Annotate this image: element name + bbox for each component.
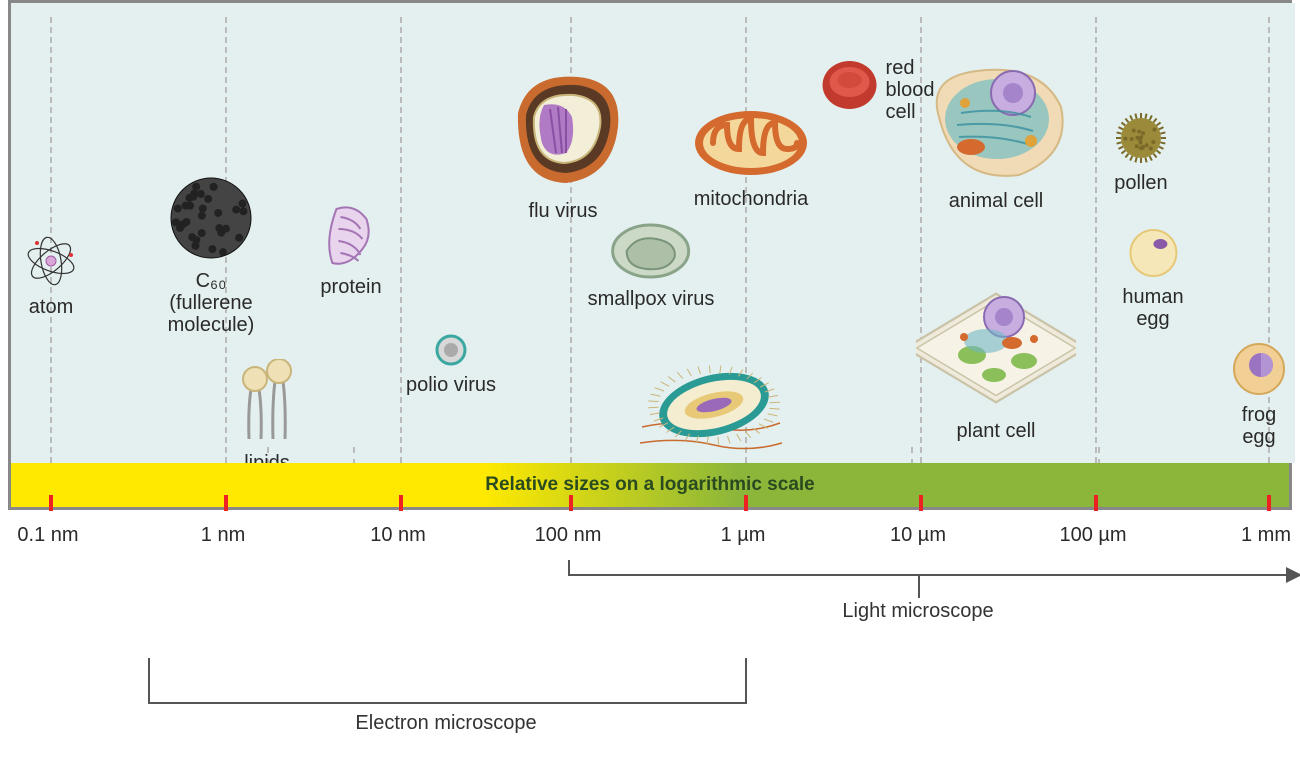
scale-tick: [49, 495, 53, 511]
scale-tick-label: 1 nm: [201, 524, 245, 547]
bacteria: bacteria: [636, 353, 786, 463]
frog-egg: frog egg: [1231, 341, 1287, 448]
mitochondria-icon: [691, 105, 811, 186]
scale-tick-label: 1 mm: [1241, 524, 1291, 547]
scale-tick: [569, 495, 573, 511]
scale-tick-label: 1 µm: [721, 524, 766, 547]
plant-cell-icon: [916, 283, 1076, 418]
polio-virus-label: polio virus: [406, 374, 496, 396]
protein-icon: [326, 203, 376, 274]
light-microscope-label: Light microscope: [842, 600, 993, 623]
gridline: [1095, 17, 1097, 463]
smallpox-virus-icon: [609, 221, 693, 286]
scale-tick: [399, 495, 403, 511]
scale-tick-label: 100 nm: [535, 524, 602, 547]
scale-tick-label: 100 µm: [1059, 524, 1126, 547]
items-region: atom C₆₀ (fullerene molecule) lipids protei…: [11, 3, 1295, 463]
smallpox-virus: smallpox virus: [588, 221, 715, 310]
size-range-connector: [911, 447, 1100, 463]
scale-tick-label: 10 nm: [370, 524, 426, 547]
diagram-panel: atom C₆₀ (fullerene molecule) lipids protei…: [8, 0, 1292, 510]
fullerene: C₆₀ (fullerene molecule): [166, 173, 256, 336]
human-egg-icon: [1127, 227, 1179, 284]
atom: atom: [23, 233, 79, 318]
pollen-label: pollen: [1114, 172, 1167, 194]
atom-icon: [23, 233, 79, 294]
scale-tick: [224, 495, 228, 511]
flu-virus-icon: [498, 63, 628, 198]
red-blood-cell-icon: [820, 55, 880, 116]
scale-tick-label: 0.1 nm: [17, 524, 78, 547]
gridline: [400, 17, 402, 463]
polio-virus: polio virus: [406, 333, 496, 396]
lipids-label: lipids: [244, 452, 290, 463]
fullerene-icon: [166, 173, 256, 268]
scale-tick: [744, 495, 748, 511]
plant-cell: plant cell: [916, 283, 1076, 442]
scale-tick-label: 10 µm: [890, 524, 946, 547]
animal-cell-icon: [921, 63, 1071, 188]
pollen: pollen: [1114, 111, 1168, 194]
protein-label: protein: [320, 276, 381, 298]
smallpox-virus-label: smallpox virus: [588, 288, 715, 310]
human-egg: human egg: [1122, 227, 1183, 330]
scale-tick: [919, 495, 923, 511]
fullerene-label: C₆₀ (fullerene molecule): [168, 270, 255, 336]
size-scale-diagram: atom C₆₀ (fullerene molecule) lipids protei…: [0, 0, 1300, 770]
plant-cell-label: plant cell: [957, 420, 1036, 442]
light-microscope-arrow: [568, 574, 1288, 576]
frog-egg-label: frog egg: [1242, 404, 1276, 448]
mitochondria: mitochondria: [691, 105, 811, 210]
human-egg-label: human egg: [1122, 286, 1183, 330]
protein: protein: [320, 203, 381, 298]
animal-cell-label: animal cell: [949, 190, 1043, 212]
flu-virus-label: flu virus: [529, 200, 598, 222]
animal-cell: animal cell: [921, 63, 1071, 212]
polio-virus-icon: [434, 333, 468, 372]
bacteria-icon: [636, 353, 786, 463]
mitochondria-label: mitochondria: [694, 188, 809, 210]
lipids-icon: [235, 359, 299, 450]
scale-bar-title: Relative sizes on a logarithmic scale: [485, 474, 814, 496]
atom-label: atom: [29, 296, 73, 318]
pollen-icon: [1114, 111, 1168, 170]
electron-microscope-bracket: [148, 658, 747, 704]
lipids: lipids: [235, 359, 299, 463]
red-blood-cell: red blood cell: [820, 55, 935, 123]
frog-egg-icon: [1231, 341, 1287, 402]
scale-tick: [1094, 495, 1098, 511]
electron-microscope-label: Electron microscope: [355, 712, 536, 735]
flu-virus: flu virus: [498, 63, 628, 222]
light-microscope-stem: [918, 574, 920, 598]
light-microscope-bracket-start: [568, 560, 570, 574]
scale-tick: [1267, 495, 1271, 511]
